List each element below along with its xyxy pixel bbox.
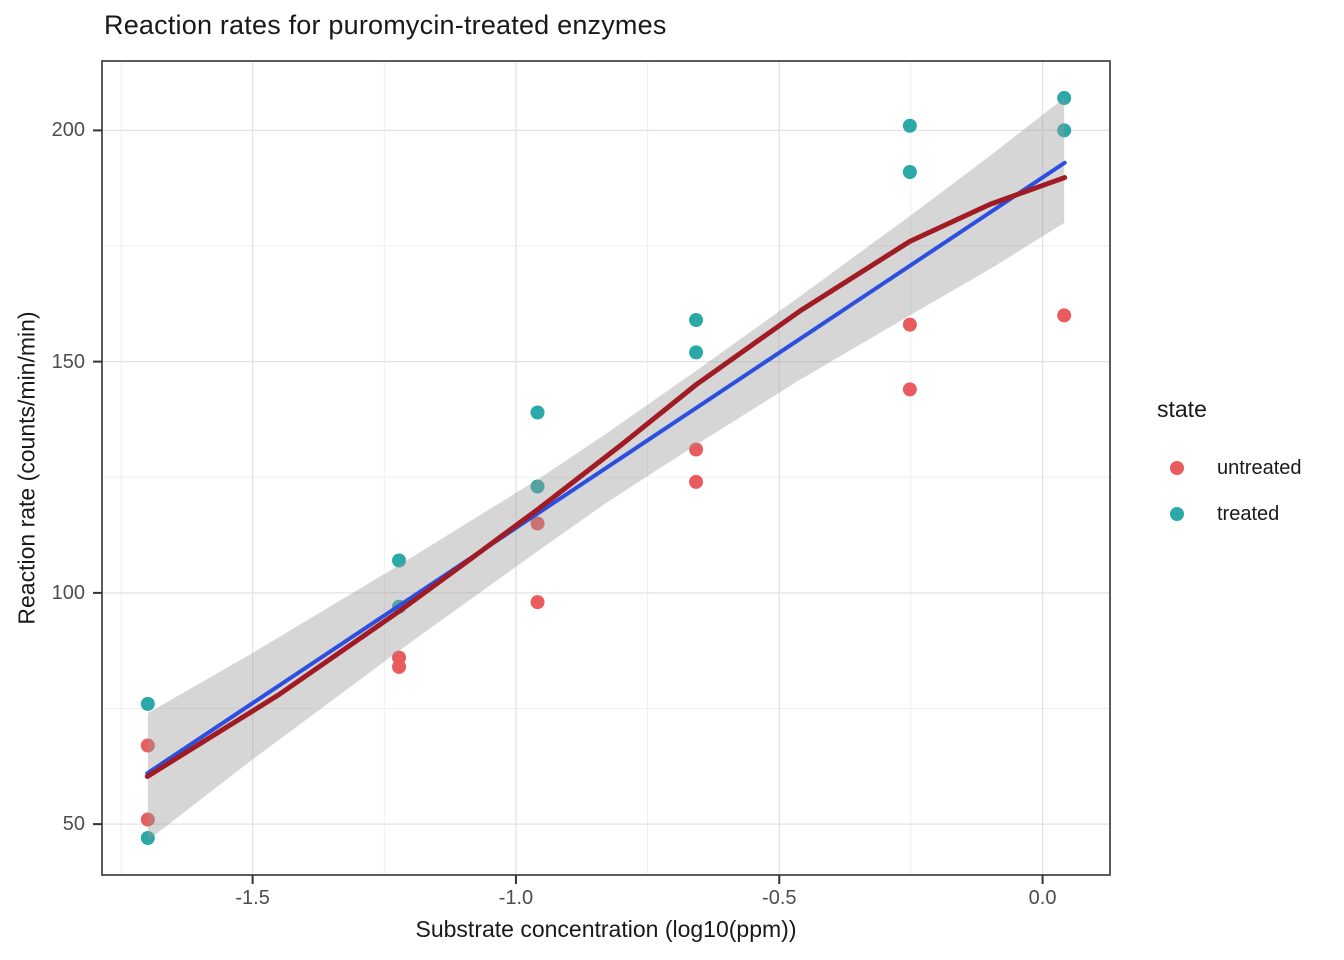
data-point-untreated [902, 382, 917, 397]
y-tick-label: 100 [51, 581, 85, 604]
data-point-treated [140, 831, 155, 845]
legend-label-treated: treated [1217, 502, 1280, 525]
x-tick-label: -0.5 [762, 887, 797, 909]
treated-point-swatch-icon [1170, 507, 1184, 521]
y-tick-label: 50 [62, 813, 85, 836]
x-tick-label: 0.0 [1028, 887, 1057, 909]
data-point-untreated [689, 442, 704, 457]
chart-title: Reaction rates for puromycin-treated enz… [104, 10, 667, 40]
y-tick-label: 150 [51, 350, 85, 373]
data-point-untreated [140, 812, 155, 827]
legend-item-untreated: untreated [1150, 445, 1340, 491]
data-point-untreated [140, 738, 155, 753]
loess-fit-line [144, 175, 1068, 779]
data-point-treated [140, 696, 155, 711]
legend-title: state [1157, 396, 1207, 422]
untreated-point-swatch-icon [1170, 461, 1184, 475]
data-point-treated [1057, 123, 1072, 138]
panel-border [101, 60, 1111, 876]
x-axis-title: Substrate concentration (log10(ppm)) [415, 916, 797, 942]
data-point-treated [689, 345, 704, 360]
linear-fit-line [145, 160, 1067, 776]
data-point-untreated [530, 516, 545, 531]
x-tick-label: -1.0 [498, 887, 534, 909]
data-point-untreated [689, 474, 704, 489]
data-point-untreated [1057, 308, 1072, 323]
data-point-treated [530, 479, 545, 494]
y-tick-label: 200 [51, 119, 85, 142]
data-point-untreated [530, 595, 545, 610]
legend-label-untreated: untreated [1217, 456, 1302, 479]
legend-item-treated: treated [1150, 491, 1340, 537]
x-tick-label: -1.5 [235, 887, 270, 909]
data-point-treated [689, 313, 704, 327]
legend: state untreated treated [1150, 396, 1340, 537]
data-point-treated [902, 165, 917, 179]
data-point-untreated [902, 317, 917, 332]
data-point-treated [392, 553, 407, 568]
data-point-treated [1057, 91, 1072, 105]
data-point-untreated [392, 650, 407, 665]
data-point-treated [902, 118, 917, 133]
data-point-treated [530, 405, 545, 420]
